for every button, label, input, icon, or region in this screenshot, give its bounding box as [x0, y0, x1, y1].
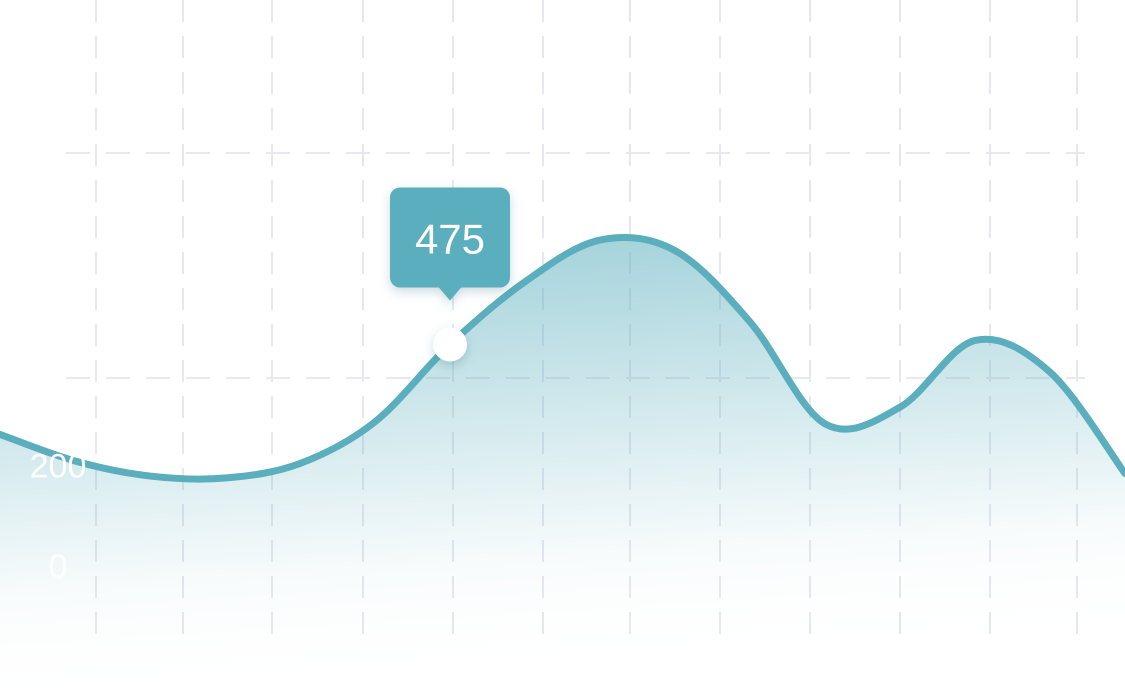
tooltip-value: 475 [415, 216, 485, 263]
highlight-point [433, 327, 467, 362]
area-fill [0, 237, 1125, 699]
tooltip-box [390, 187, 510, 288]
plot: 0 200 475 [0, 187, 1125, 699]
line [0, 233, 1125, 483]
tooltip: 475 [390, 187, 510, 301]
y-tick-label: 200 [30, 448, 87, 486]
tooltip-pointer [438, 286, 462, 301]
y-tick-label: 0 [49, 548, 68, 586]
grid-decoration [66, 0, 1085, 640]
